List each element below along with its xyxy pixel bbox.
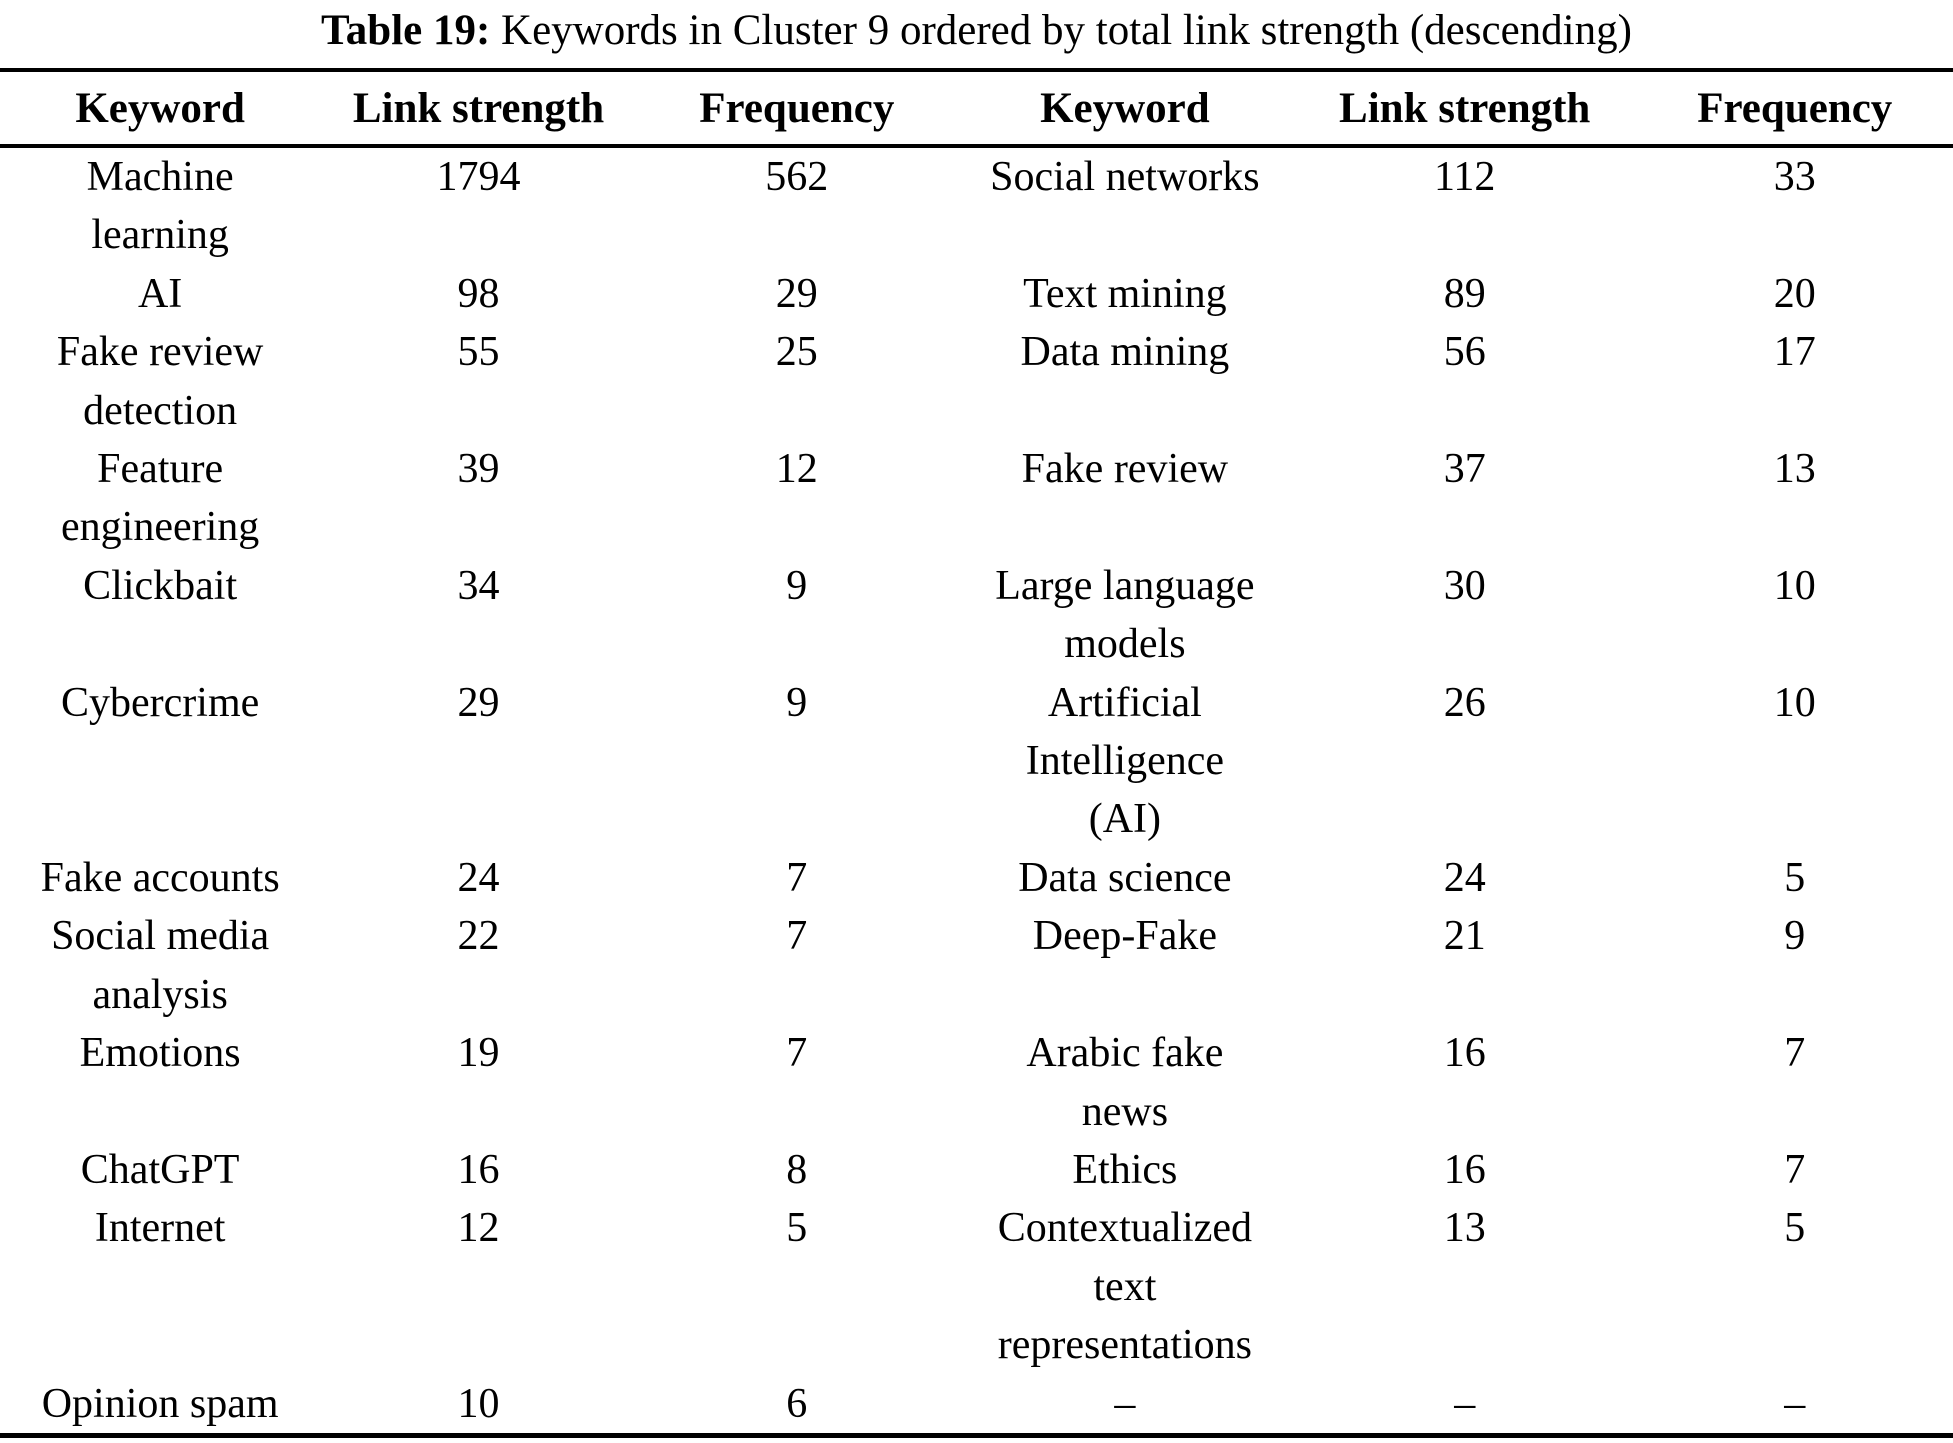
- link-strength-cell: 26: [1443, 679, 1486, 726]
- table-row: Clickbait 34 9 Large language models 30 10: [0, 557, 1953, 674]
- link-strength-cell: 10: [457, 1380, 500, 1427]
- link-strength-cell: 56: [1443, 329, 1486, 376]
- frequency-cell: 6: [786, 1380, 808, 1427]
- frequency-cell: 9: [1784, 913, 1806, 960]
- table-row: Opinion spam 10 6 – – –: [0, 1375, 1953, 1436]
- link-strength-cell: 39: [457, 446, 500, 493]
- frequency-cell: 20: [1773, 270, 1816, 317]
- table-row: Feature engineering 39 12 Fake review 37 13: [0, 440, 1953, 557]
- keyword-cell: Machine learning: [86, 154, 234, 259]
- link-strength-cell: 16: [1443, 1030, 1486, 1077]
- link-strength-cell: 34: [457, 562, 500, 609]
- table-caption-text: Keywords in Cluster 9 ordered by total l…: [501, 7, 1632, 54]
- keyword-cell: Fake review: [1021, 446, 1229, 493]
- keyword-cell: Opinion spam: [41, 1380, 279, 1427]
- frequency-cell: 25: [775, 329, 818, 376]
- frequency-cell: 5: [786, 1205, 808, 1252]
- link-strength-cell: 16: [457, 1146, 500, 1193]
- table-caption: Table 19: Keywords in Cluster 9 ordered …: [0, 0, 1953, 60]
- column-header-link-strength-right: Link strength: [1292, 70, 1637, 148]
- link-strength-cell: 112: [1433, 154, 1496, 200]
- frequency-cell: 10: [1773, 562, 1816, 609]
- keyword-cell: Artificial Intelligence (AI): [1025, 679, 1224, 843]
- frequency-cell: 9: [786, 679, 808, 726]
- keyword-cell: –: [1114, 1380, 1136, 1427]
- link-strength-cell: 22: [457, 913, 500, 960]
- table-row: AI 98 29 Text mining 89 20: [0, 265, 1953, 323]
- frequency-cell: 7: [1784, 1030, 1806, 1077]
- keyword-cell: Social media analysis: [51, 913, 270, 1018]
- keyword-cell: Fake accounts: [40, 854, 280, 901]
- keyword-cell: Internet: [94, 1205, 226, 1252]
- column-header-keyword-left: Keyword: [0, 70, 321, 148]
- keyword-cell: Clickbait: [83, 562, 238, 609]
- keyword-cell: Social networks: [990, 154, 1260, 200]
- frequency-cell: 7: [1784, 1146, 1806, 1193]
- frequency-cell: 7: [786, 854, 808, 901]
- keyword-cell: Cybercrime: [61, 679, 260, 726]
- table-row: Internet 12 5 Contextualized text represent…: [0, 1199, 1953, 1374]
- frequency-cell: 12: [775, 446, 818, 493]
- frequency-cell: 7: [786, 1030, 808, 1077]
- column-header-link-strength-left: Link strength: [320, 70, 637, 148]
- link-strength-cell: 19: [457, 1030, 500, 1077]
- link-strength-cell: 30: [1443, 562, 1486, 609]
- link-strength-cell: 37: [1443, 446, 1486, 493]
- table-row: Cybercrime 29 9 Artificial Intelligence (AI…: [0, 674, 1953, 849]
- table-row: Fake accounts 24 7 Data science 24 5: [0, 849, 1953, 907]
- table-body: Machine learning 1794 562 Social networks 11…: [0, 146, 1953, 1435]
- keyword-cell: AI: [137, 270, 183, 317]
- frequency-cell: 29: [775, 270, 818, 317]
- link-strength-cell: 55: [457, 329, 500, 376]
- link-strength-cell: 24: [457, 854, 500, 901]
- link-strength-cell: 24: [1443, 854, 1486, 901]
- link-strength-cell: 89: [1443, 270, 1486, 317]
- link-strength-cell: 13: [1443, 1205, 1486, 1252]
- link-strength-cell: 12: [457, 1205, 500, 1252]
- keyword-cell: Emotions: [79, 1030, 241, 1077]
- frequency-cell: 8: [786, 1146, 808, 1193]
- column-header-keyword-right: Keyword: [956, 70, 1293, 148]
- frequency-cell: 9: [786, 562, 808, 609]
- table-row: ChatGPT 16 8 Ethics 16 7: [0, 1141, 1953, 1199]
- frequency-cell: –: [1784, 1380, 1806, 1427]
- keyword-cell: Feature engineering: [61, 446, 260, 551]
- link-strength-cell: 98: [457, 270, 500, 317]
- frequency-cell: 13: [1773, 446, 1816, 493]
- frequency-cell: 7: [786, 913, 808, 960]
- link-strength-cell: 1794: [436, 154, 521, 200]
- table-header-row: Keyword Link strength Frequency Keyword …: [0, 70, 1953, 148]
- link-strength-cell: 29: [457, 679, 500, 726]
- link-strength-cell: –: [1454, 1380, 1476, 1427]
- keyword-cell: Data mining: [1020, 329, 1230, 376]
- frequency-cell: 17: [1773, 329, 1816, 376]
- table-row: Fake review detection 55 25 Data mining 56 17: [0, 323, 1953, 440]
- frequency-cell: 5: [1784, 1205, 1806, 1252]
- keyword-cell: Text mining: [1023, 270, 1227, 317]
- link-strength-cell: 16: [1443, 1146, 1486, 1193]
- keyword-cell: Data science: [1018, 854, 1232, 901]
- table-row: Machine learning 1794 562 Social networks 11…: [0, 146, 1953, 265]
- table-caption-label: Table 19:: [321, 7, 491, 54]
- frequency-cell: 5: [1784, 854, 1806, 901]
- frequency-cell: 562: [765, 154, 829, 200]
- table-row: Emotions 19 7 Arabic fake news 16 7: [0, 1024, 1953, 1141]
- column-header-frequency-right: Frequency: [1636, 70, 1953, 148]
- keyword-cell: Large language models: [995, 562, 1255, 668]
- frequency-cell: 33: [1773, 154, 1816, 200]
- frequency-cell: 10: [1773, 679, 1816, 726]
- column-header-frequency-left: Frequency: [636, 70, 957, 148]
- table-row: Social media analysis 22 7 Deep-Fake 21 9: [0, 907, 1953, 1024]
- keyword-cell: ChatGPT: [80, 1146, 240, 1193]
- keyword-cell: Deep-Fake: [1032, 913, 1218, 960]
- keyword-cell: Fake review detection: [56, 329, 264, 434]
- keyword-cell: Arabic fake news: [1026, 1030, 1224, 1135]
- keyword-cell: Contextualized text representations: [997, 1205, 1253, 1369]
- keywords-table: Keyword Link strength Frequency Keyword …: [0, 68, 1953, 1438]
- keyword-cell: Ethics: [1072, 1146, 1178, 1193]
- link-strength-cell: 21: [1443, 913, 1486, 960]
